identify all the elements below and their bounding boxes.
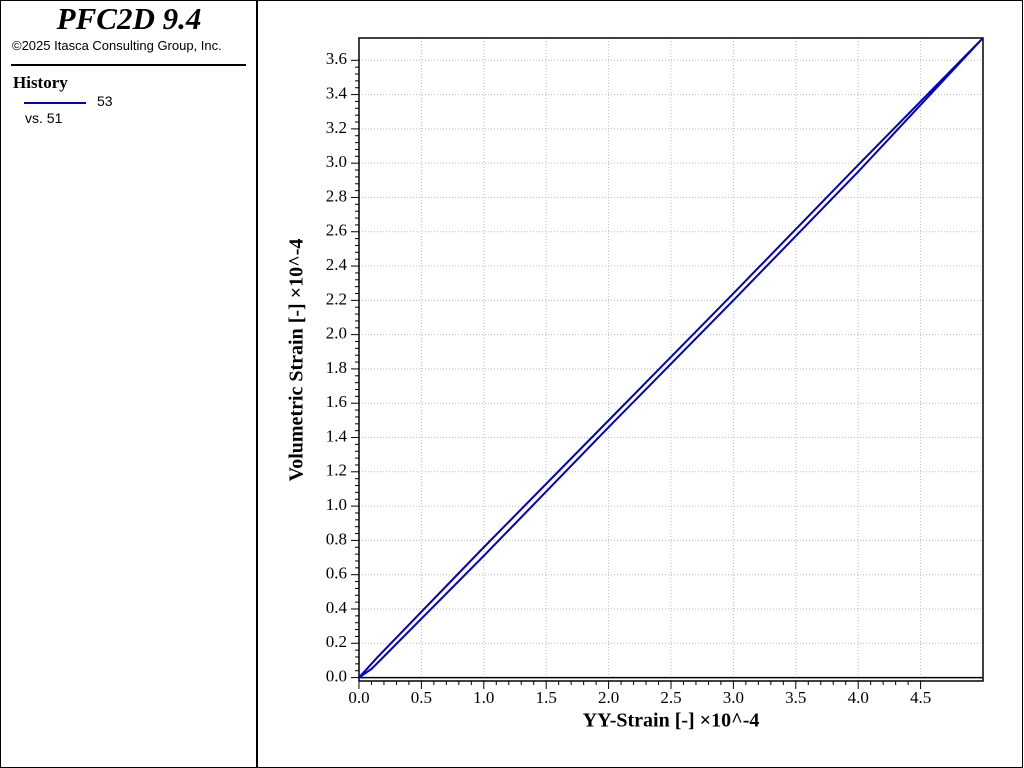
- x-tick-label: 3.0: [723, 688, 744, 707]
- plot-frame: [358, 37, 984, 682]
- y-tick-label: 0.8: [326, 529, 347, 548]
- x-tick-label: 4.5: [910, 688, 931, 707]
- copyright: ©2025 Itasca Consulting Group, Inc.: [12, 38, 222, 53]
- legend-label: 53: [97, 93, 113, 109]
- x-tick-label: 3.5: [785, 688, 806, 707]
- y-tick-label: 3.6: [326, 49, 347, 68]
- y-tick-label: 1.8: [326, 358, 347, 377]
- legend-heading: History: [13, 73, 68, 92]
- y-tick-label: 1.4: [326, 426, 348, 445]
- y-tick-label: 2.4: [326, 255, 348, 274]
- x-tick-label: 1.0: [473, 688, 494, 707]
- legend-swatch: [24, 102, 86, 104]
- y-tick-label: 1.0: [326, 495, 347, 514]
- y-tick-label: 3.0: [326, 152, 347, 171]
- x-tick-label: 2.0: [598, 688, 619, 707]
- y-tick-label: 0.0: [326, 666, 347, 685]
- x-axis-label: YY-Strain [-] ×10^-4: [583, 710, 760, 732]
- y-tick-label: 2.6: [326, 221, 347, 240]
- y-tick-label: 3.4: [326, 83, 348, 102]
- y-tick-label: 2.8: [326, 186, 347, 205]
- y-tick-label: 1.6: [326, 392, 347, 411]
- y-tick-label: 1.2: [326, 461, 347, 480]
- y-axis-label: Volumetric Strain [-] ×10^-4: [286, 239, 308, 482]
- x-tick-label: 1.5: [536, 688, 557, 707]
- y-tick-label: 0.2: [326, 632, 347, 651]
- y-tick-label: 0.6: [326, 564, 347, 583]
- legend-vs: vs. 51: [25, 110, 63, 126]
- x-tick-label: 0.5: [411, 688, 432, 707]
- app-title: PFC2D 9.4: [56, 1, 202, 36]
- x-tick-label: 0.0: [348, 688, 369, 707]
- x-tick-label: 4.0: [848, 688, 869, 707]
- data-line: [358, 37, 984, 679]
- y-tick-label: 3.2: [326, 118, 347, 137]
- y-tick-label: 0.4: [326, 598, 348, 617]
- side-panel: PFC2D 9.4 ©2025 Itasca Consulting Group,…: [0, 0, 258, 768]
- divider: [11, 64, 246, 66]
- y-tick-label: 2.0: [326, 324, 347, 343]
- x-tick-label: 2.5: [660, 688, 681, 707]
- y-tick-label: 2.2: [326, 289, 347, 308]
